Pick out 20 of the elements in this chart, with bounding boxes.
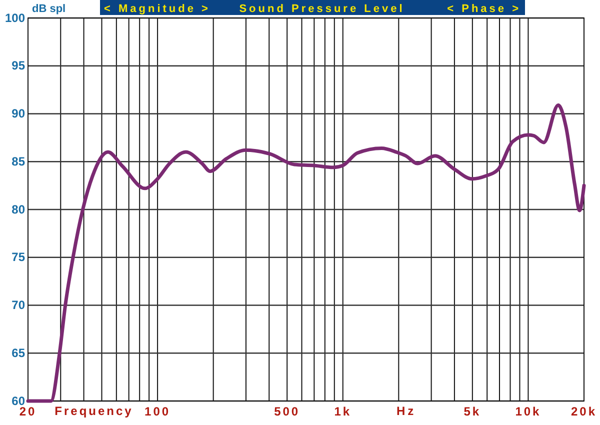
y-tick-label: 70	[12, 298, 26, 312]
y-tick-label: 75	[12, 250, 26, 264]
text: Hz	[396, 404, 416, 418]
y-tick-label: 90	[12, 106, 26, 121]
text: < Magnitude >	[104, 3, 210, 15]
text: < Phase >	[447, 3, 521, 15]
x-tick-label: 5k	[464, 404, 482, 419]
x-tick-label: 500	[274, 404, 300, 419]
y-tick-label: 65	[12, 346, 26, 360]
y-tick-label: 95	[12, 58, 26, 73]
chart-title: Sound Pressure Level	[239, 3, 405, 15]
y-tick-label: 80	[12, 202, 26, 216]
x-tick-label: 1k	[334, 404, 352, 419]
x-tick-label: 10k	[515, 404, 542, 419]
x-axis-title: Frequency	[54, 404, 134, 418]
x-tick-label: 100	[144, 404, 171, 419]
x-tick-label: 20k	[570, 404, 598, 419]
y-tick-label: 100	[4, 10, 26, 25]
y-tick-label: 85	[12, 154, 26, 168]
y-axis-title: dB spl	[32, 3, 66, 15]
